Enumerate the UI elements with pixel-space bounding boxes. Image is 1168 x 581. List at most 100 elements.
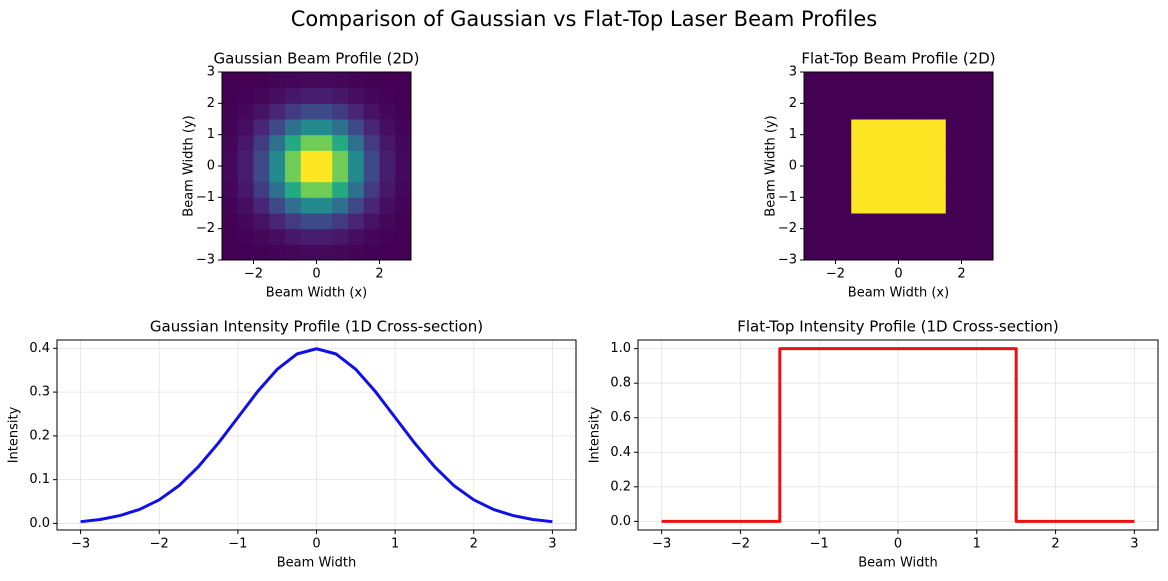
x-tick-label: −1 xyxy=(228,537,247,552)
heatmap-cell xyxy=(977,213,994,230)
heatmap-cell xyxy=(222,150,239,167)
heatmap-cell xyxy=(930,244,947,261)
heatmap-cell xyxy=(269,228,286,245)
heatmap-cell xyxy=(898,87,915,104)
y-tick-label: 3 xyxy=(207,65,215,80)
heatmap-cell xyxy=(363,197,380,214)
heatmap-cell xyxy=(945,166,962,183)
heatmap-cell xyxy=(961,103,978,120)
heatmap-cell xyxy=(851,244,868,261)
heatmap-cell xyxy=(914,213,931,230)
heatmap-cell xyxy=(804,87,821,104)
x-axis-label: Beam Width (x) xyxy=(266,286,367,301)
heatmap-cell xyxy=(253,150,270,167)
heatmap-cell xyxy=(977,103,994,120)
heatmap-cell xyxy=(851,119,868,136)
heatmap-cell xyxy=(269,166,286,183)
y-axis-label: Intensity xyxy=(7,406,22,463)
y-tick-label: −1 xyxy=(196,190,215,205)
heatmap-cell xyxy=(332,72,349,89)
heatmap-cell xyxy=(300,134,317,151)
heatmap-cell xyxy=(867,181,884,198)
heatmap-cell xyxy=(348,166,365,183)
heatmap-cell xyxy=(348,72,365,89)
heatmap-cell xyxy=(930,119,947,136)
heatmap-cell xyxy=(914,181,931,198)
heatmap-cell xyxy=(867,213,884,230)
heatmap-cell xyxy=(285,72,302,89)
heatmap-cell xyxy=(253,87,270,104)
heatmap-cell xyxy=(379,181,396,198)
heatmap-cell xyxy=(379,228,396,245)
heatmap-cell xyxy=(348,228,365,245)
heatmap-cell xyxy=(819,166,836,183)
heatmap-cell xyxy=(977,166,994,183)
heatmap-cell xyxy=(253,197,270,214)
axes-frame xyxy=(56,339,577,531)
y-tick-label: 0.4 xyxy=(29,341,50,356)
heatmap-cell xyxy=(977,150,994,167)
heatmap-cell xyxy=(882,103,899,120)
figure-title: Comparison of Gaussian vs Flat-Top Laser… xyxy=(291,7,877,31)
heatmap-cell xyxy=(961,244,978,261)
heatmap-cell xyxy=(379,103,396,120)
heatmap-cell xyxy=(269,103,286,120)
heatmap-cell xyxy=(961,134,978,151)
subplot-title: Flat-Top Beam Profile (2D) xyxy=(801,50,995,68)
heatmap-cell xyxy=(898,72,915,89)
heatmap-cell xyxy=(914,166,931,183)
heatmap-cell xyxy=(300,244,317,261)
x-tick-label: −2 xyxy=(731,537,750,552)
heatmap-cell xyxy=(804,244,821,261)
heatmap-cell xyxy=(285,166,302,183)
heatmap-cell xyxy=(300,213,317,230)
heatmap-cell xyxy=(804,166,821,183)
heatmap-cell xyxy=(851,87,868,104)
heatmap-cell xyxy=(819,228,836,245)
y-tick-label: −2 xyxy=(196,221,215,236)
y-tick-label: 0.2 xyxy=(29,428,50,443)
y-tick-label: 0.0 xyxy=(29,516,50,531)
heatmap-cell xyxy=(379,244,396,261)
heatmap-cell xyxy=(804,150,821,167)
heatmap-cell xyxy=(867,228,884,245)
x-tick-label: 2 xyxy=(470,537,478,552)
heatmap-cell xyxy=(348,103,365,120)
y-axis-label: Beam Width (y) xyxy=(182,115,197,216)
heatmap-cell xyxy=(379,166,396,183)
heatmap-cell xyxy=(237,119,254,136)
heatmap-cell xyxy=(348,213,365,230)
heatmap-cell xyxy=(316,181,333,198)
heatmap-cell xyxy=(851,197,868,214)
x-tick-label: 1 xyxy=(391,537,399,552)
heatmap-cell xyxy=(977,228,994,245)
heatmap-cell xyxy=(363,87,380,104)
heatmap-cell xyxy=(253,103,270,120)
heatmap-cell xyxy=(269,181,286,198)
heatmap-cell xyxy=(961,72,978,89)
heatmap-cell xyxy=(961,87,978,104)
heatmap-cell xyxy=(961,181,978,198)
x-tick-label: −2 xyxy=(826,267,845,282)
heatmap-cell xyxy=(914,87,931,104)
y-tick-label: 0.1 xyxy=(29,472,50,487)
heatmap-cell xyxy=(222,134,239,151)
x-tick-label: −1 xyxy=(810,537,829,552)
heatmap-cell xyxy=(395,166,412,183)
heatmap-cell xyxy=(882,197,899,214)
heatmap-cell xyxy=(379,150,396,167)
y-tick-label: −3 xyxy=(196,253,215,268)
heatmap-cell xyxy=(363,244,380,261)
heatmap-cell xyxy=(819,87,836,104)
y-tick-label: −1 xyxy=(778,190,797,205)
heatmap-cell xyxy=(316,103,333,120)
y-tick-label: 0.8 xyxy=(610,376,631,391)
heatmap-cell xyxy=(819,119,836,136)
subplot-title: Gaussian Intensity Profile (1D Cross-sec… xyxy=(150,318,483,336)
heatmap-cell xyxy=(285,213,302,230)
heatmap-cell xyxy=(269,244,286,261)
y-tick-label: 0.3 xyxy=(29,385,50,400)
y-tick-label: 2 xyxy=(789,96,797,111)
heatmap-cell xyxy=(316,166,333,183)
y-tick-label: 0 xyxy=(789,159,797,174)
